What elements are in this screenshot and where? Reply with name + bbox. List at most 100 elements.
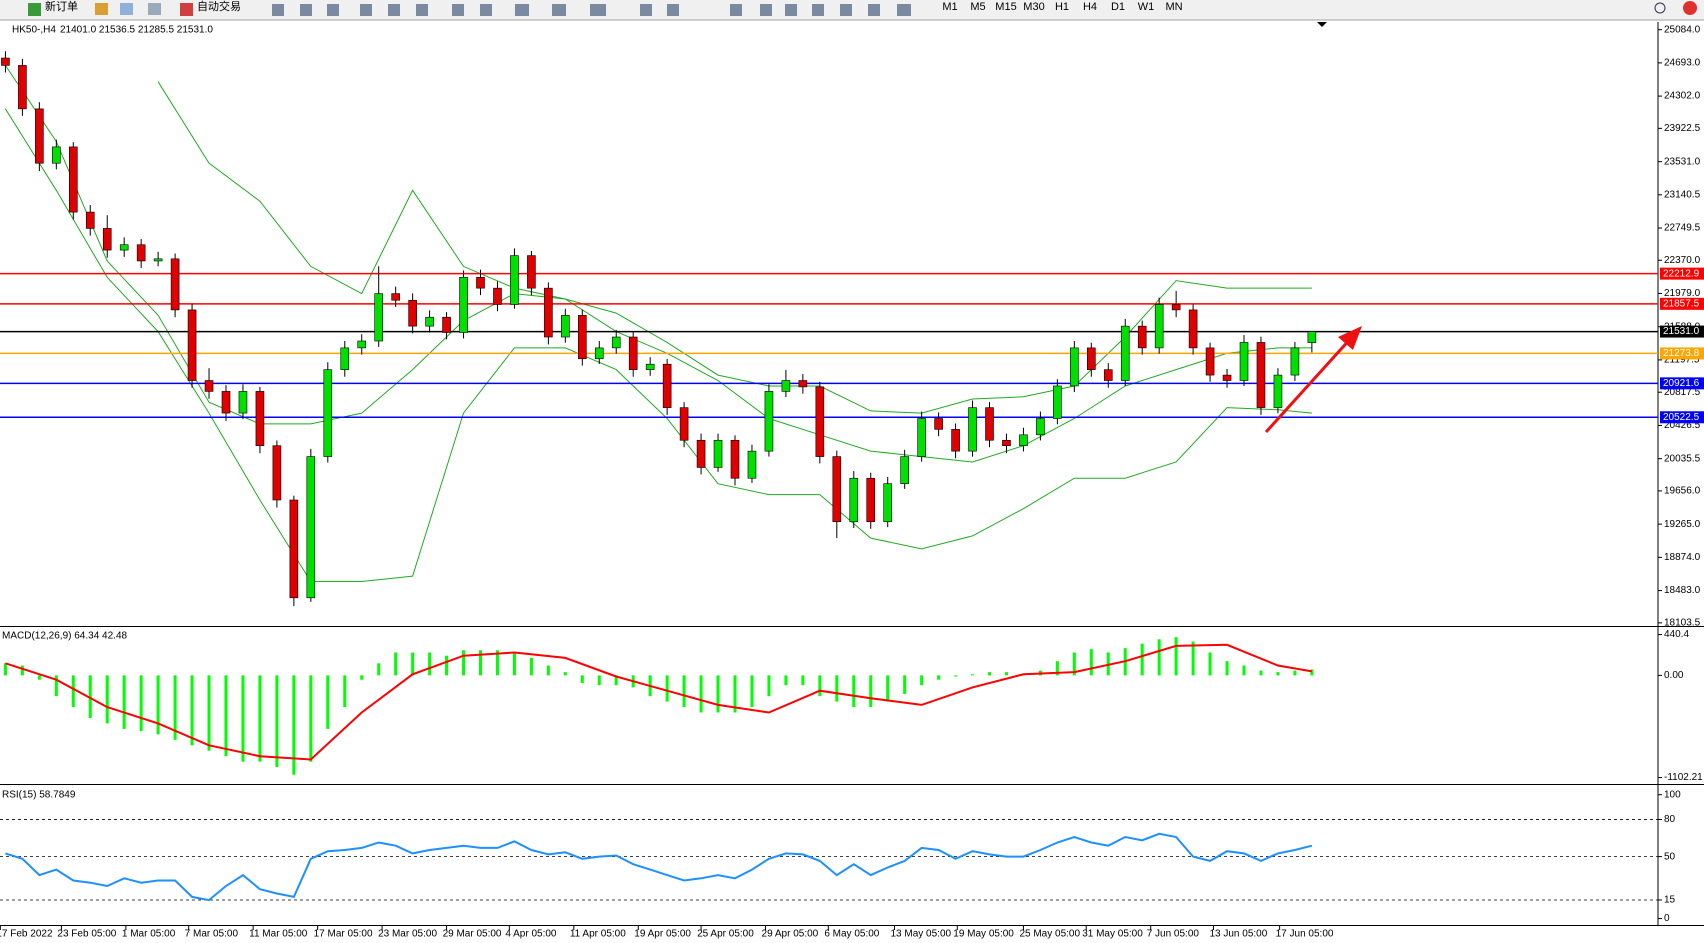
trend-arrow (1264, 335, 1354, 434)
candle-body (645, 363, 655, 370)
tool-icon[interactable] (120, 3, 133, 15)
macd-bar (105, 675, 109, 724)
macd-bar (1310, 669, 1314, 676)
tool-icon[interactable] (416, 4, 428, 16)
x-tick-label: 13 May 05:00 (890, 929, 951, 940)
macd-bar (580, 675, 584, 683)
timeframe-button[interactable]: M1 (942, 1, 957, 13)
candle-body (527, 255, 536, 289)
tool-icon[interactable] (760, 4, 772, 16)
search-icon[interactable] (1654, 2, 1666, 14)
candle-body (1053, 385, 1062, 419)
x-tick-label: 4 Apr 05:00 (505, 929, 557, 940)
timeframe-button[interactable]: M15 (995, 1, 1016, 13)
macd-bar (445, 655, 449, 676)
tool-icon[interactable] (480, 4, 492, 16)
x-tick-label: 13 Jun 05:00 (1209, 929, 1267, 940)
tool-icon[interactable] (515, 4, 529, 16)
candle-body (1205, 347, 1215, 376)
indicator-title: MACD(12,26,9) 64.34 42.48 (2, 631, 128, 642)
candle-body (1019, 434, 1028, 446)
level-label: 21531.0 (1663, 326, 1700, 337)
candle-body (1273, 374, 1283, 408)
macd-bar (428, 652, 432, 676)
candle-body (102, 228, 112, 251)
tool-icon[interactable] (812, 4, 824, 16)
x-tick-label: 7 Jun 05:00 (1147, 929, 1200, 940)
tool-icon[interactable] (730, 4, 742, 16)
timeframe-button[interactable]: D1 (1111, 1, 1125, 13)
new-order-icon[interactable] (28, 3, 41, 16)
tool-icon[interactable] (785, 4, 797, 16)
candle-body (391, 293, 400, 301)
shift-marker (1317, 22, 1327, 27)
candle-body (764, 391, 774, 452)
macd-bar (258, 675, 262, 762)
tool-icon[interactable] (327, 4, 339, 16)
tool-icon[interactable] (868, 4, 880, 16)
ohlc-label: 21401.0 21536.5 21285.5 21531.0 (60, 25, 213, 36)
timeframe-button[interactable]: MN (1165, 1, 1182, 13)
notification-icon[interactable] (1683, 1, 1697, 15)
macd-bar (1191, 641, 1195, 676)
panel: 440.4 0.00 -1102.21 MACD(12,26,9) 64.34 42.… (2, 629, 1703, 783)
timeframe-button[interactable]: W1 (1138, 1, 1155, 13)
x-tick-label: 17 Jun 05:00 (1276, 929, 1334, 940)
candle-body (255, 391, 265, 446)
new-order-button[interactable]: 新订单 (45, 0, 78, 13)
tool-icon[interactable] (388, 4, 400, 16)
candle-body (1307, 331, 1317, 343)
macd-bar (818, 675, 822, 697)
candle-body (934, 418, 943, 430)
timeframe-button[interactable]: M5 (970, 1, 985, 13)
tool-icon[interactable] (452, 4, 464, 16)
y-tick-label: 18874.0 (1664, 552, 1701, 563)
tool-icon[interactable] (552, 4, 566, 16)
macd-bar (1055, 661, 1059, 676)
candle-body (323, 369, 333, 457)
tool-icon[interactable] (272, 4, 284, 16)
auto-trading-icon[interactable] (180, 3, 193, 16)
level-label: 21857.5 (1663, 298, 1700, 309)
level-label: 20921.6 (1663, 378, 1700, 389)
macd-bar (343, 675, 347, 708)
macd-bar (139, 675, 143, 732)
candle-body (1256, 342, 1266, 408)
tool-icon[interactable] (840, 4, 852, 16)
tool-icon[interactable] (360, 4, 372, 16)
candle-body (1087, 347, 1096, 370)
bollinger-lower (4, 108, 1312, 582)
candle-body (18, 65, 27, 110)
macd-bar (988, 672, 992, 676)
macd-bar (699, 675, 703, 713)
candle-body (119, 244, 129, 251)
candle-body (1137, 325, 1147, 349)
tool-icon[interactable] (148, 3, 161, 15)
x-tick-label: 19 Apr 05:00 (634, 929, 691, 940)
tool-icon[interactable] (95, 3, 108, 15)
macd-bar (1259, 670, 1263, 676)
tool-icon[interactable] (300, 4, 312, 16)
macd-bar (207, 675, 211, 751)
timeframe-button[interactable]: M30 (1023, 1, 1044, 13)
auto-trading-button[interactable]: 自动交易 (197, 0, 241, 13)
tool-icon[interactable] (667, 4, 679, 16)
tool-icon[interactable] (590, 4, 606, 16)
macd-bar (495, 650, 499, 676)
x-tick-label: 7 Mar 05:00 (185, 929, 239, 940)
candle-body (696, 439, 706, 468)
timeframe-button[interactable]: H4 (1083, 1, 1097, 13)
macd-bar (784, 675, 788, 686)
macd-bar (563, 672, 567, 676)
plots: 25084.0 24693.0 24302.0 23922.5 23531.0 23140… (0, 22, 1704, 940)
toolbar-icons (272, 4, 911, 16)
level-label-bg (1660, 297, 1704, 310)
tool-icon[interactable] (897, 4, 911, 16)
tool-icon[interactable] (640, 4, 652, 16)
candle-body (985, 407, 994, 441)
y-tick-label: 0 (1664, 913, 1670, 924)
timeframe-button[interactable]: H1 (1055, 1, 1069, 13)
macd-bar (394, 652, 398, 676)
macd-bar (190, 675, 194, 746)
y-tick-label: 24693.0 (1664, 58, 1701, 69)
